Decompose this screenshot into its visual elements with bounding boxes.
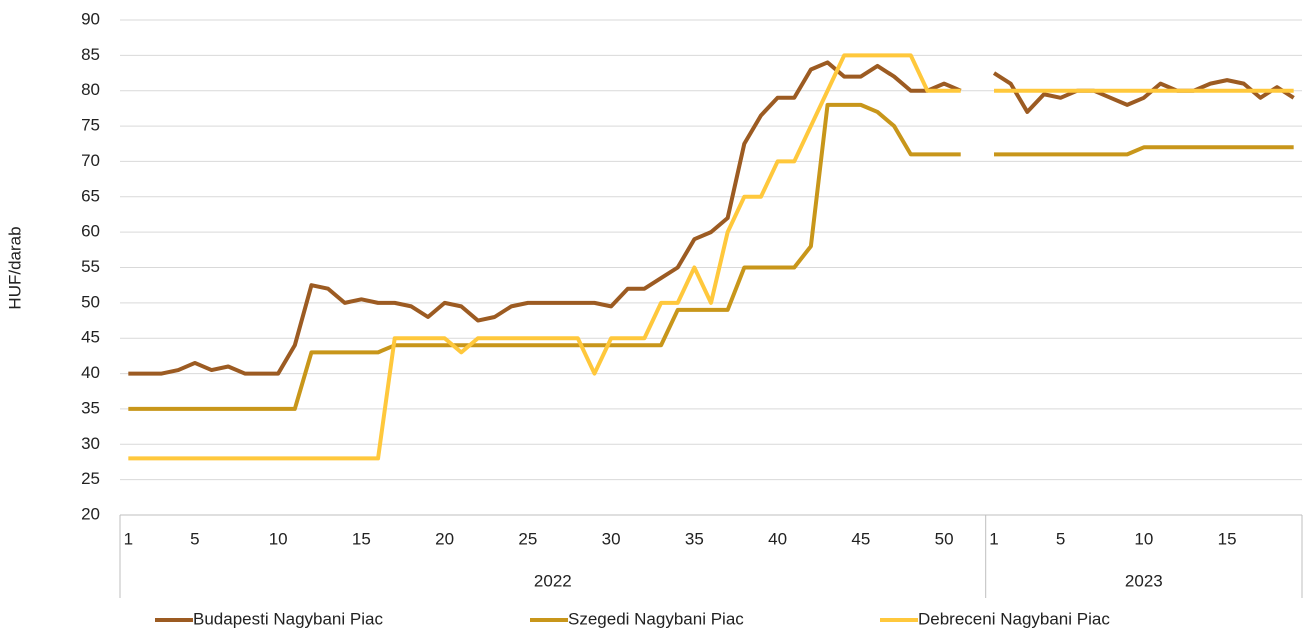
legend-label: Szegedi Nagybani Piac [568, 609, 744, 628]
series-line [128, 53, 961, 461]
legend-label: Budapesti Nagybani Piac [193, 609, 383, 628]
series-line [128, 60, 962, 376]
series-line [994, 145, 1294, 157]
y-tick-label: 35 [81, 398, 100, 417]
y-tick-label: 45 [81, 328, 100, 347]
x-tick-label: 30 [602, 529, 621, 548]
x-tick-label: 15 [352, 529, 371, 548]
y-tick-label: 70 [81, 151, 100, 170]
y-tick-label: 90 [81, 9, 100, 28]
y-tick-label: 25 [81, 469, 100, 488]
x-tick-label: 20 [435, 529, 454, 548]
x-tick-label: 5 [190, 529, 199, 548]
y-tick-label: 20 [81, 504, 100, 523]
y-tick-label: 85 [81, 45, 100, 64]
y-tick-label: 80 [81, 80, 100, 99]
y-tick-label: 50 [81, 292, 100, 311]
x-tick-label: 1 [989, 529, 998, 548]
x-tick-label: 10 [1134, 529, 1153, 548]
group-label: 2023 [1125, 571, 1163, 590]
y-axis-label: HUF/darab [5, 226, 24, 309]
y-tick-label: 30 [81, 434, 100, 453]
x-tick-label: 25 [518, 529, 537, 548]
x-tick-label: 45 [851, 529, 870, 548]
y-tick-label: 75 [81, 116, 100, 135]
x-tick-label: 15 [1218, 529, 1237, 548]
x-tick-label: 40 [768, 529, 787, 548]
x-tick-label: 35 [685, 529, 704, 548]
x-tick-label: 1 [124, 529, 133, 548]
series-line [128, 102, 961, 411]
y-tick-label: 60 [81, 222, 100, 241]
group-label: 2022 [534, 571, 572, 590]
y-tick-label: 40 [81, 363, 100, 382]
y-tick-label: 55 [81, 257, 100, 276]
x-tick-label: 10 [269, 529, 288, 548]
series-line [992, 71, 1295, 114]
x-tick-label: 50 [935, 529, 954, 548]
legend-label: Debreceni Nagybani Piac [918, 609, 1110, 628]
x-tick-label: 5 [1056, 529, 1065, 548]
y-tick-label: 65 [81, 186, 100, 205]
